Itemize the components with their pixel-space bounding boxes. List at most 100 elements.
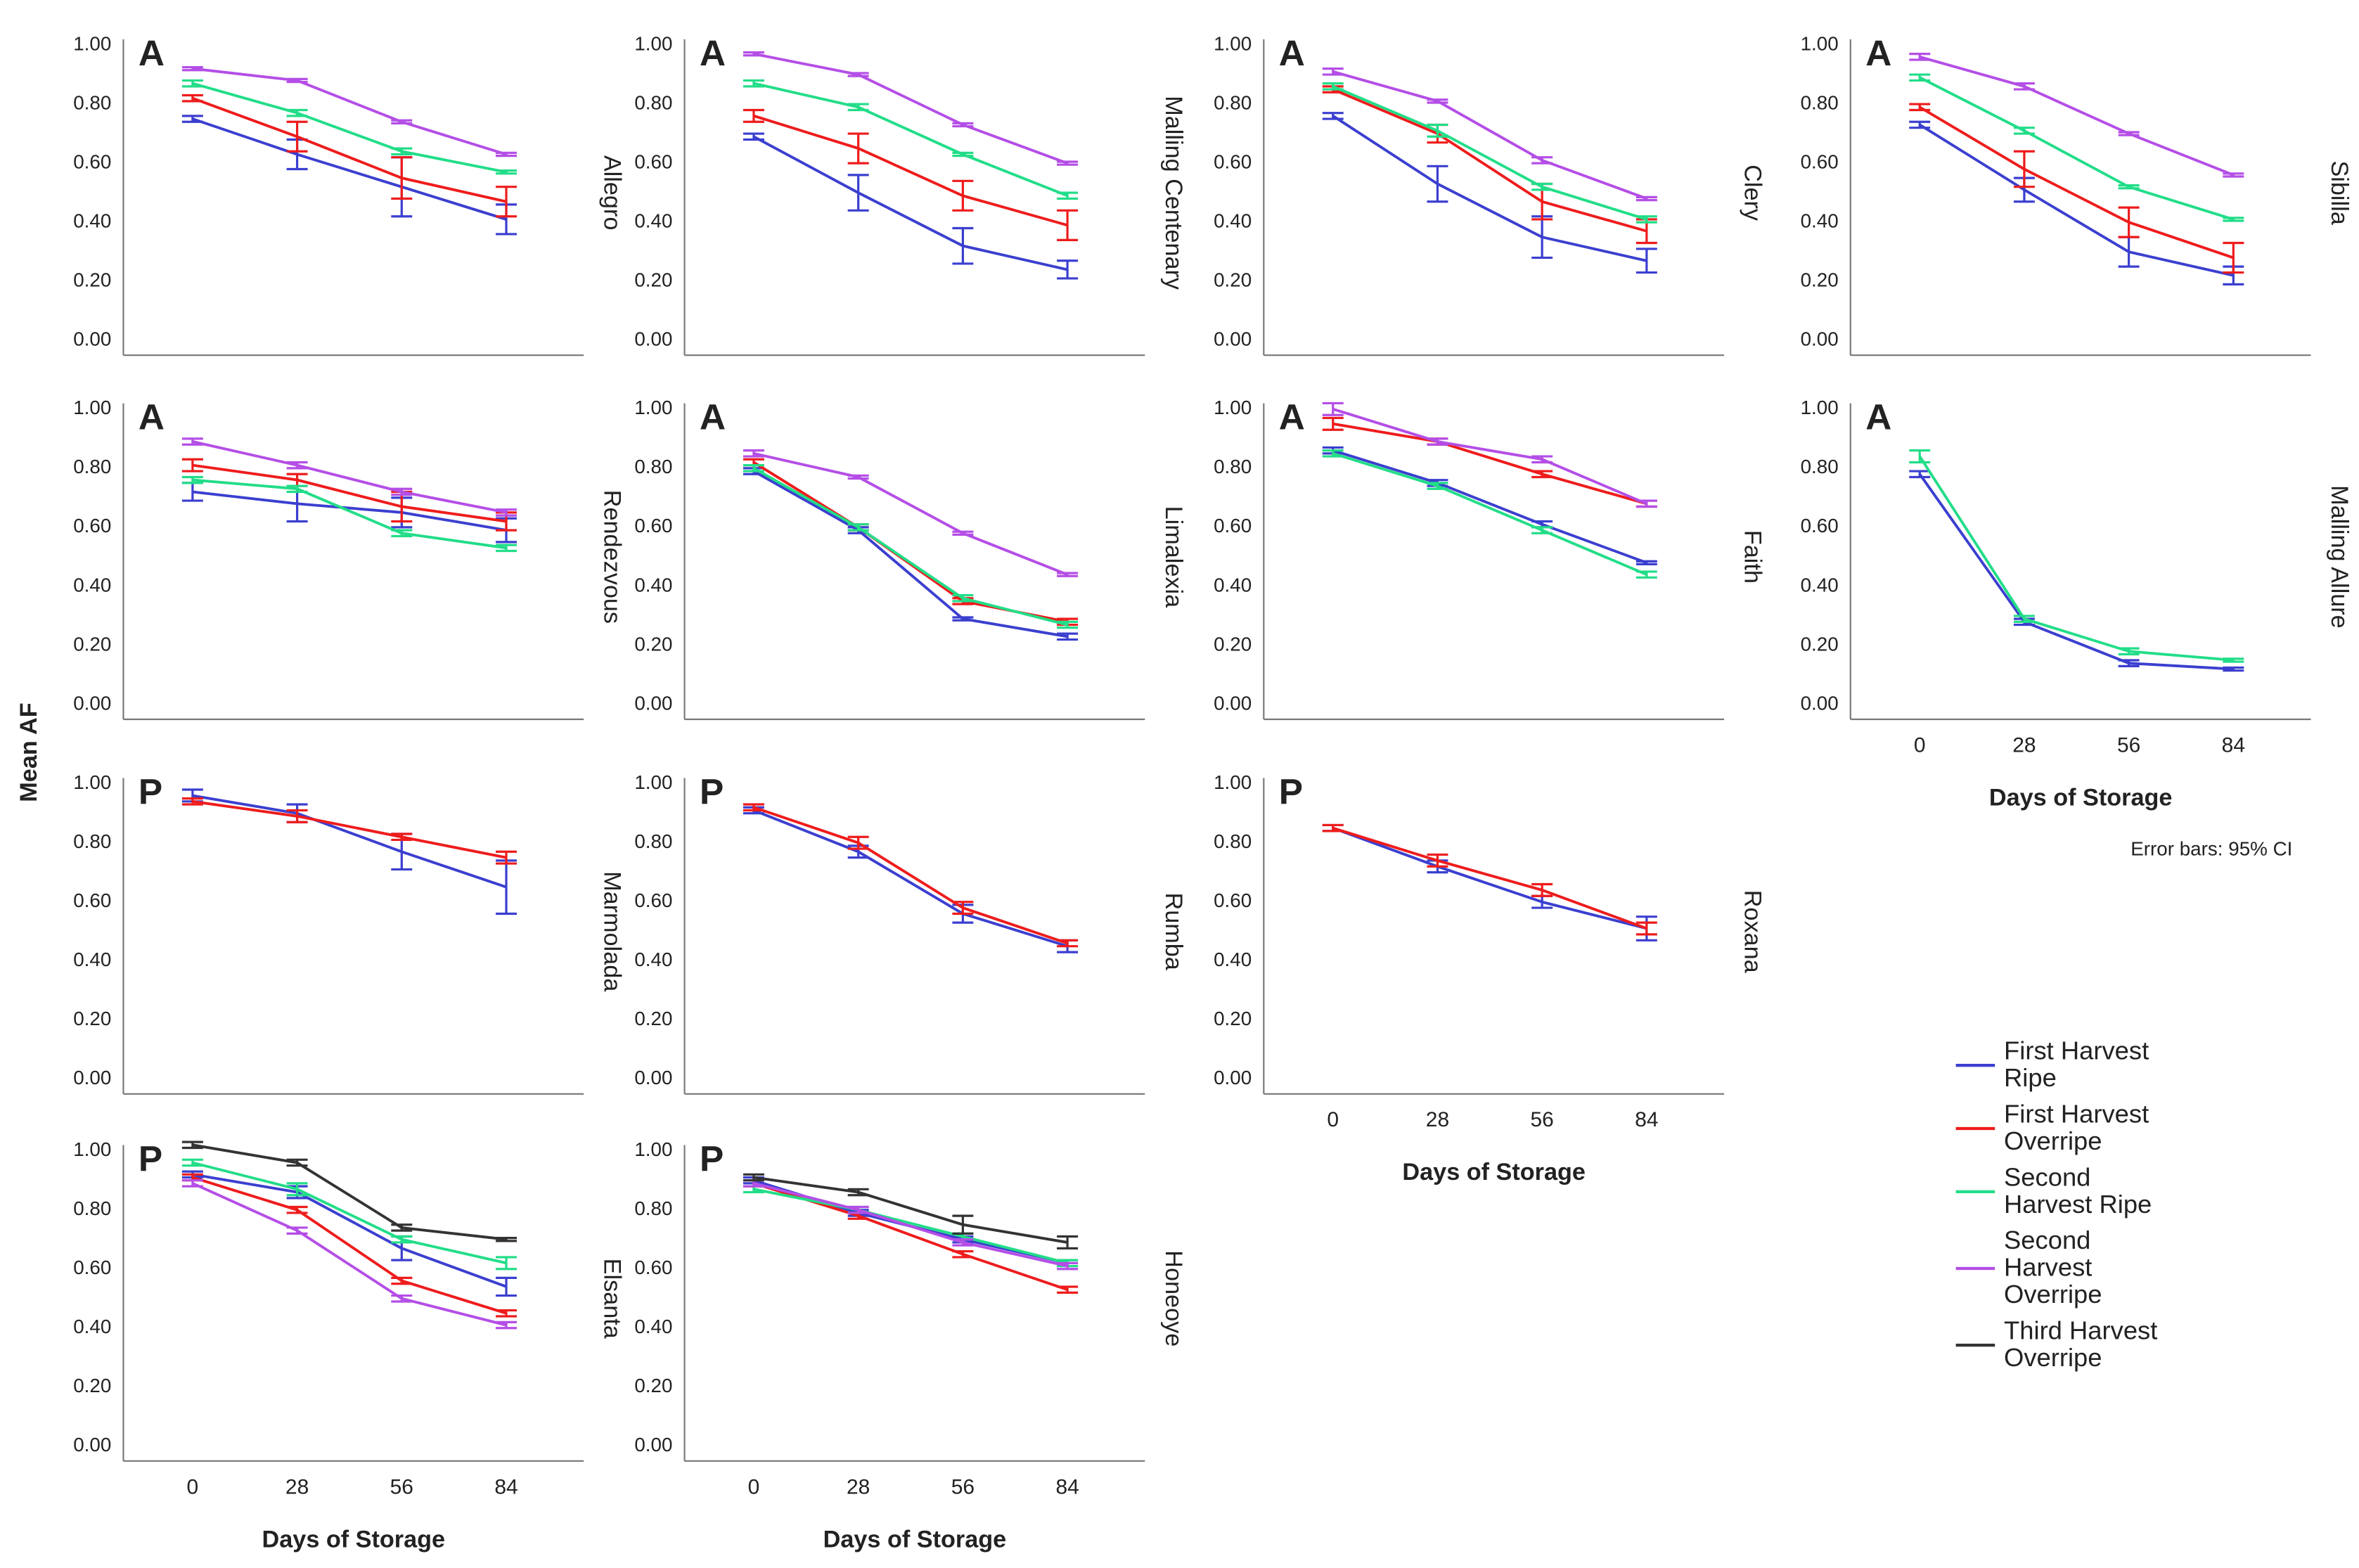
error-bar bbox=[181, 65, 203, 72]
y-tick-label: 0.80 bbox=[1801, 91, 1839, 113]
series-line bbox=[1919, 105, 2234, 259]
error-bar bbox=[2223, 241, 2244, 274]
panel: 0.00 0.20 0.40 0.60 0.80 1.00 P Elsanta 0 28 56 84 D… bbox=[73, 1138, 625, 1553]
series-line bbox=[753, 1176, 1068, 1244]
cultivar-label: Sibilla bbox=[2326, 160, 2353, 225]
error-bar bbox=[2118, 131, 2140, 136]
error-bar bbox=[1531, 215, 1553, 259]
x-axis-title: Days of Storage bbox=[823, 1526, 1007, 1553]
y-tick-label: 0.60 bbox=[634, 150, 672, 172]
error-bar bbox=[181, 437, 203, 446]
error-bar bbox=[286, 120, 308, 153]
cultivar-label: Limalexia bbox=[1160, 506, 1187, 609]
error-bar bbox=[286, 1158, 308, 1167]
y-tick-label: 0.80 bbox=[1214, 830, 1252, 852]
error-bar bbox=[2223, 666, 2244, 672]
error-bar bbox=[1322, 449, 1344, 458]
error-bar bbox=[743, 79, 764, 88]
error-bar bbox=[1322, 401, 1344, 416]
legend-label: First Harvest Overripe bbox=[2004, 1100, 2149, 1156]
cultivar-label: Honeoye bbox=[1160, 1250, 1187, 1347]
y-axis-title: Mean AF bbox=[15, 702, 42, 802]
error-bar bbox=[181, 115, 203, 123]
y-tick-label: 0.20 bbox=[73, 1375, 111, 1396]
y-tick-label: 0.40 bbox=[634, 949, 672, 970]
cultivar-label: Rendezvous bbox=[599, 490, 626, 624]
error-bar bbox=[952, 122, 974, 128]
y-tick-label: 0.40 bbox=[634, 210, 672, 231]
y-tick-label: 1.00 bbox=[1214, 32, 1252, 54]
error-bar bbox=[1531, 156, 1553, 165]
error-bar bbox=[847, 132, 869, 165]
series-line bbox=[753, 52, 1068, 165]
legend-label: Third Harvest Overripe bbox=[2004, 1316, 2158, 1373]
panel: 0.00 0.20 0.40 0.60 0.80 1.00 A Faith bbox=[1214, 397, 1766, 721]
error-bar bbox=[1057, 620, 1079, 629]
error-bar bbox=[847, 103, 869, 112]
series-line bbox=[1332, 88, 1647, 233]
error-bar bbox=[1531, 182, 1553, 191]
series-line bbox=[1332, 115, 1647, 262]
error-bar bbox=[2118, 184, 2140, 190]
panel: 0.00 0.20 0.40 0.60 0.80 1.00 A Limalexia bbox=[634, 397, 1187, 721]
error-bar bbox=[1427, 437, 1448, 446]
series-line bbox=[192, 117, 507, 221]
error-bar bbox=[286, 461, 308, 470]
y-tick-label: 0.20 bbox=[73, 269, 111, 291]
y-tick-label: 0.00 bbox=[73, 328, 111, 350]
error-bar bbox=[1909, 470, 1931, 479]
y-tick-label: 0.00 bbox=[73, 1067, 111, 1088]
x-tick-label: 56 bbox=[390, 1475, 413, 1498]
error-bar bbox=[496, 1256, 517, 1271]
error-bar bbox=[1531, 894, 1553, 909]
series-line bbox=[753, 809, 1068, 948]
panel: 0.00 0.20 0.40 0.60 0.80 1.00 A Malling Allure 0… bbox=[1801, 397, 2353, 859]
error-bar bbox=[1057, 939, 1079, 948]
error-bar bbox=[847, 174, 869, 212]
y-tick-label: 0.20 bbox=[1214, 1008, 1252, 1029]
x-tick-label: 28 bbox=[285, 1475, 309, 1498]
series-line bbox=[1332, 407, 1647, 506]
error-bar bbox=[1635, 248, 1657, 274]
y-tick-label: 0.60 bbox=[1214, 150, 1252, 172]
y-tick-label: 0.80 bbox=[73, 91, 111, 113]
error-bar bbox=[496, 186, 517, 218]
error-bar bbox=[391, 833, 413, 842]
error-bar bbox=[952, 1238, 974, 1247]
error-bar bbox=[181, 94, 203, 103]
series-line bbox=[192, 794, 507, 889]
error-bar bbox=[2013, 127, 2035, 135]
error-bar bbox=[2118, 659, 2140, 667]
legend-label: Second Harvest Ripe bbox=[2004, 1163, 2152, 1219]
error-bar bbox=[391, 119, 413, 124]
error-bar bbox=[2223, 217, 2244, 222]
error-bar bbox=[847, 1188, 869, 1197]
error-bar bbox=[1057, 1285, 1079, 1294]
y-tick-label: 0.40 bbox=[1801, 574, 1839, 596]
series-line bbox=[192, 82, 507, 174]
error-bar bbox=[1635, 499, 1657, 508]
error-bar bbox=[1635, 215, 1657, 224]
panel-letter: P bbox=[139, 772, 162, 812]
x-tick-label: 0 bbox=[748, 1475, 760, 1498]
error-bar bbox=[286, 809, 308, 823]
error-bar bbox=[286, 1205, 308, 1214]
error-bar bbox=[391, 147, 413, 156]
x-tick-label: 84 bbox=[1055, 1475, 1079, 1498]
legend-entry: Second Harvest Ripe bbox=[1955, 1163, 2318, 1219]
error-bar bbox=[391, 529, 413, 538]
series-line bbox=[192, 463, 507, 523]
series-line bbox=[1918, 455, 2234, 662]
error-bar bbox=[952, 1214, 974, 1235]
panel-letter: A bbox=[139, 397, 165, 437]
legend: First Harvest Ripe First Harvest Overripe… bbox=[1955, 1039, 2318, 1373]
cultivar-label: Roxana bbox=[1740, 890, 1766, 974]
y-tick-label: 0.60 bbox=[73, 515, 111, 536]
y-tick-label: 0.80 bbox=[634, 91, 672, 113]
y-tick-label: 0.40 bbox=[73, 1316, 111, 1337]
y-tick-label: 0.20 bbox=[1801, 269, 1839, 291]
error-bar bbox=[2013, 82, 2035, 91]
error-bar bbox=[2223, 657, 2244, 663]
y-tick-label: 1.00 bbox=[73, 771, 111, 793]
